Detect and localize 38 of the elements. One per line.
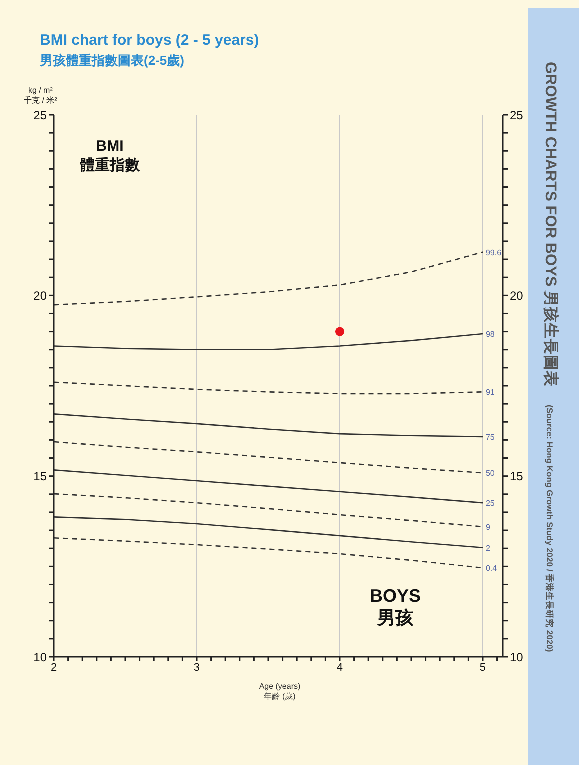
- line-series: [54, 382, 484, 395]
- line-series: [54, 493, 484, 528]
- y2-tick-label: 20: [510, 288, 524, 303]
- series-label: 2: [486, 544, 491, 553]
- annotation: BMI 體重指數: [80, 137, 140, 175]
- line-series: [54, 414, 484, 438]
- y-tick-label: 10: [34, 650, 48, 664]
- line-series: [54, 252, 484, 306]
- line-series: [54, 333, 484, 351]
- x-tick-label: 4: [336, 662, 344, 674]
- series-label: 98: [486, 330, 496, 339]
- text: GROWTH CHARTS FOR BOYS 男孩生長圖表: [541, 62, 560, 388]
- series-label: 75: [486, 432, 496, 442]
- y2-tick-label: 10: [510, 650, 524, 664]
- x-tick-label: 3: [194, 662, 200, 674]
- line-series: [54, 516, 484, 549]
- series-label: 99.6: [486, 248, 502, 258]
- y-tick-label: 25: [34, 108, 48, 122]
- y2-tick-label: 25: [510, 108, 524, 122]
- text: (Source: Hong Kong Growth Study 2020 / 香港生長研究 2020): [544, 405, 555, 652]
- series-label: 0.4: [486, 564, 498, 574]
- x-axis-title: Age (years) 年齡 (歲): [258, 682, 302, 702]
- chart-title: BMI chart for boys (2 - 5 years): [40, 32, 260, 49]
- x-tick-label: 2: [50, 662, 58, 674]
- series-label: 50: [486, 469, 496, 478]
- series-label: 25: [486, 499, 496, 508]
- line-series: [54, 470, 484, 504]
- y-tick-label: 20: [34, 288, 48, 303]
- series-label: 91: [486, 388, 496, 398]
- annotation: BOYS 男孩: [370, 585, 422, 629]
- line-series: [54, 441, 484, 474]
- x-tick-label: 5: [480, 662, 486, 674]
- y2-tick-label: 15: [510, 470, 524, 484]
- chart-subtitle: 男孩體重指數圖表(2-5歲): [40, 52, 184, 70]
- series-label: 9: [486, 522, 491, 532]
- y-tick-label: 15: [34, 470, 48, 484]
- line-series: [54, 537, 484, 569]
- y-axis-title: kg / m² 千克 / 米²: [24, 86, 58, 106]
